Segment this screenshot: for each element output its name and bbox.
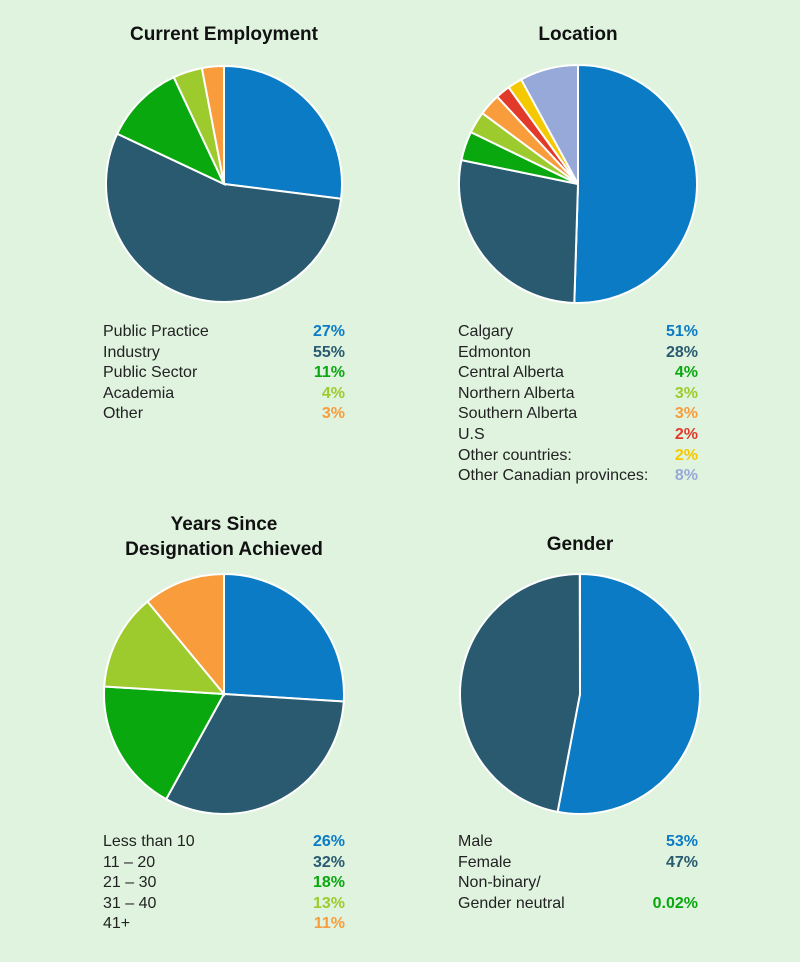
legend: Male 53% Female 47% Non-binary/ Gender neutr…	[458, 832, 698, 914]
value-label: 53%	[665, 833, 698, 850]
value-label: 51%	[665, 323, 698, 340]
value-label: 11%	[313, 915, 345, 933]
legend-row: Academia 4%	[103, 384, 345, 405]
legend-label: Other	[103, 405, 144, 423]
legend-label: Academia	[103, 384, 175, 402]
legend: Less than 10 26% 11 – 20 32% 21 – 30 18% 31 – …	[103, 832, 345, 935]
legend-label: 31 – 40	[103, 894, 157, 912]
legend-label: Female	[458, 853, 512, 871]
value-label: 18%	[312, 874, 345, 892]
value-label: 0.02%	[652, 894, 698, 912]
legend-row: Industry 55%	[103, 343, 345, 364]
pie-slice	[459, 572, 582, 814]
legend-row: Other Canadian provinces: 8%	[458, 466, 698, 487]
legend-label: Calgary	[458, 323, 514, 340]
value-label: 3%	[674, 384, 698, 402]
legend-row: Edmonton 28%	[458, 343, 698, 364]
legend-label: Other Canadian provinces:	[458, 467, 649, 485]
legend-row: Public Practice 27%	[103, 322, 345, 343]
value-label: 28%	[665, 343, 698, 361]
value-label: 11%	[313, 364, 345, 382]
pie-slice	[146, 572, 225, 697]
legend-label: Male	[458, 833, 493, 850]
value-label: 47%	[665, 853, 698, 871]
pie-slice	[556, 572, 701, 815]
legend-label: Industry	[103, 343, 160, 361]
value-label: 26%	[312, 833, 345, 850]
pie-slice	[458, 158, 580, 304]
chart-title: Years Since Designation Achieved	[125, 514, 323, 560]
legend-label: U.S	[458, 425, 485, 443]
legend-label: 21 – 30	[103, 874, 157, 892]
chart-title: Gender	[546, 534, 614, 555]
pie-slice	[103, 685, 226, 801]
legend-row: Northern Alberta 3%	[458, 384, 698, 405]
value-label: 4%	[321, 384, 345, 402]
value-label: 55%	[312, 343, 345, 361]
legend-label: Edmonton	[458, 343, 531, 361]
value-label: 32%	[312, 853, 345, 871]
pie-slice	[105, 132, 343, 303]
legend: Calgary 51% Edmonton 28% Central Alberta 4% No…	[458, 322, 698, 487]
legend-row: Male 53%	[458, 832, 698, 853]
legend-label: Public Sector	[103, 364, 198, 382]
legend-label: Other countries:	[458, 446, 572, 464]
pie-slice	[103, 600, 227, 696]
legend-row: 21 – 30 18%	[103, 873, 345, 894]
pie-slice	[519, 63, 579, 185]
legend-row: 11 – 20 32%	[103, 853, 345, 874]
value-label: 13%	[312, 894, 345, 912]
legend-row: Central Alberta 4%	[458, 363, 698, 384]
pie-slice	[223, 64, 343, 200]
value-label: 2%	[674, 446, 698, 464]
legend-row: 41+ 11%	[103, 914, 345, 935]
legend-row: Non-binary/ Gender neutral 0.02%	[458, 873, 698, 914]
pie-slice	[200, 64, 225, 185]
legend-label: Public Practice	[103, 323, 209, 340]
value-label: 27%	[312, 323, 345, 340]
value-label: 2%	[674, 425, 698, 443]
legend-row: 31 – 40 13%	[103, 894, 345, 915]
legend-row: Public Sector 11%	[103, 363, 345, 384]
pie-slice	[115, 75, 227, 187]
pie-slice	[223, 572, 345, 703]
legend-label: 41+	[103, 915, 131, 933]
legend-row: Other 3%	[103, 404, 345, 425]
legend-label: 11 – 20	[103, 853, 156, 871]
pie-slice	[573, 63, 698, 304]
chart-title: Current Employment	[130, 24, 318, 45]
legend-row: U.S 2%	[458, 425, 698, 446]
legend-row: Southern Alberta 3%	[458, 404, 698, 425]
value-label: 3%	[674, 405, 698, 423]
value-label: 4%	[674, 364, 698, 382]
legend: Public Practice 27% Industry 55% Public Sect…	[103, 322, 345, 425]
legend-row: Less than 10 26%	[103, 832, 345, 853]
pie-slice	[164, 692, 345, 815]
legend-row: Female 47%	[458, 853, 698, 874]
legend-label: Non-binary/ Gender neutral	[458, 874, 565, 912]
legend-label: Central Alberta	[458, 364, 564, 382]
legend-row: Other countries: 2%	[458, 446, 698, 467]
legend-label: Southern Alberta	[458, 405, 578, 423]
value-label: 3%	[321, 405, 345, 423]
legend-label: Less than 10	[103, 833, 195, 850]
legend-row: Calgary 51%	[458, 322, 698, 343]
chart-title: Location	[538, 24, 618, 45]
legend-label: Northern Alberta	[458, 384, 575, 402]
value-label: 8%	[674, 467, 698, 485]
